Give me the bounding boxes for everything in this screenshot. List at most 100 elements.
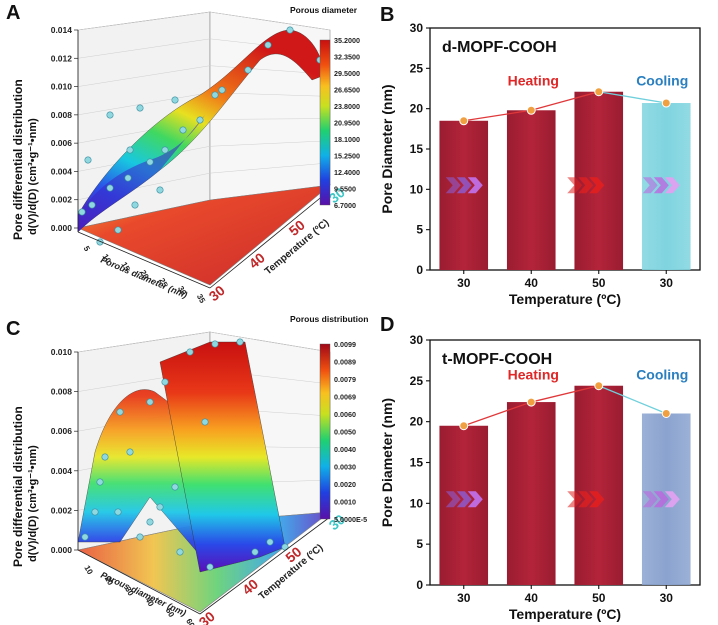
data-point: [594, 87, 604, 97]
data-point: [661, 98, 671, 108]
trend-line-segment: [531, 385, 599, 403]
z-tick-label: 0.012: [51, 53, 73, 63]
colorbar-tick-label: 6.7000: [334, 201, 356, 210]
surface-data-point: [101, 453, 109, 461]
surface-data-point: [106, 184, 114, 192]
data-point: [594, 381, 604, 391]
colorbar-tick-label: 12.4000: [334, 168, 360, 177]
z-tick-label: 0.004: [51, 466, 73, 476]
chevron-arrow-icon: [664, 491, 680, 508]
surface-data-point: [146, 518, 154, 526]
x-tick-label: 30: [660, 276, 674, 290]
colorbar: [319, 343, 331, 520]
chevron-arrow-icon: [445, 491, 461, 508]
colorbar-tick-label: 15.2500: [334, 152, 360, 161]
chevron-arrow-icon: [589, 177, 605, 194]
chevron-arrow-icon: [642, 177, 658, 194]
colorbar-tick-label: 20.9500: [334, 119, 360, 128]
trend-line-segment: [463, 401, 532, 427]
z-tick-label: 0.000: [51, 223, 73, 233]
heating-annotation: Heating: [508, 367, 559, 383]
z-tick-label: 0.008: [51, 387, 73, 397]
colorbar-tick-label: 26.6500: [334, 86, 360, 95]
colorbar-tick-label: 0.0089: [334, 358, 356, 367]
data-point: [459, 421, 469, 431]
surface-data-point: [146, 398, 154, 406]
x-tick-label: 50: [592, 276, 606, 290]
colorbar: [319, 39, 331, 206]
y-axis-label: Pore Diameter (nm): [379, 84, 395, 213]
surface-data-point: [146, 158, 154, 166]
surface-data-point: [186, 348, 194, 356]
surface-data-point: [81, 533, 89, 541]
z-tick-label: 0.010: [51, 82, 73, 92]
chevron-arrow-icon: [578, 177, 594, 194]
surface-data-point: [156, 503, 164, 511]
cooling-annotation: Cooling: [636, 73, 688, 89]
surface-data-point: [264, 41, 272, 49]
colorbar-tick-label: 29.5000: [334, 69, 360, 78]
trend-line-segment: [531, 91, 599, 111]
colorbar-tick-label: 0.0079: [334, 375, 356, 384]
colorbar-tick-label: 0.0030: [334, 463, 356, 472]
colorbar-tick-label: 9.5500: [334, 185, 356, 194]
x-tick-label: 40: [525, 591, 539, 605]
surface-data-point: [176, 548, 184, 556]
colorbar-tick-label: 0.0069: [334, 393, 356, 402]
surface-data-point: [171, 483, 179, 491]
heating-annotation: Heating: [508, 73, 559, 89]
surface-data-point: [171, 96, 179, 104]
panel-label-d: D: [380, 314, 395, 336]
z-tick-label: 0.006: [51, 426, 73, 436]
chevron-arrow-icon: [567, 491, 583, 508]
surface-data-point: [136, 104, 144, 112]
x-tick-label: 35: [195, 293, 208, 306]
x-tick-label: 5: [82, 245, 92, 254]
chevron-arrow-icon: [578, 491, 594, 508]
colorbar-title: Porous distribution: [290, 314, 368, 324]
surface-data-point: [88, 201, 96, 209]
y-tick-label: 30: [410, 333, 424, 347]
grid-line: [77, 11, 211, 31]
x-tick-label: 30: [457, 591, 471, 605]
surface-data-point: [91, 508, 99, 516]
bar: [506, 402, 556, 585]
y-tick-label: 10: [410, 496, 424, 510]
grid-line: [77, 38, 211, 59]
data-point: [526, 397, 536, 407]
z-axis-label-line2: d(V)/d(D) (cm³•g⁻¹•nm): [27, 118, 39, 235]
surface-mesh-front: [78, 115, 205, 232]
surface-chart-a: 0.000 0.002 0.004 0.006 0.008 0.010 0.012 0.014…: [11, 5, 360, 306]
colorbar-tick-label: 0.0060: [334, 410, 356, 419]
y-axis: [209, 189, 331, 289]
bar: [506, 110, 556, 270]
surface-data-point: [286, 26, 294, 34]
x-axis-label: Temperature (ºC): [509, 606, 621, 622]
z-tick-label: 0.006: [51, 138, 73, 148]
grid-line: [209, 11, 331, 31]
surface-data-point: [114, 508, 122, 516]
chevron-arrow-icon: [456, 177, 472, 194]
surface-data-point: [114, 226, 122, 234]
colorbar-tick-label: 0.0050: [334, 428, 356, 437]
y-tick-label: 25: [410, 61, 424, 75]
y-tick-label: 20: [410, 415, 424, 429]
data-point: [661, 409, 671, 418]
surface-data-point: [218, 86, 226, 94]
y-tick-label: 25: [410, 374, 424, 388]
surface-data-point: [236, 338, 244, 346]
colorbar-tick-label: 5.0000E-5: [334, 515, 367, 524]
chevron-arrow-icon: [456, 491, 472, 508]
z-tick-label: 0.002: [51, 505, 73, 515]
z-tick-label: 0.008: [51, 110, 73, 120]
y-tick-label: 30: [206, 282, 228, 304]
surface-data-point: [179, 126, 187, 134]
x-axis-label: Temperature (ºC): [509, 291, 621, 307]
z-tick-label: 0.014: [51, 25, 73, 35]
y-tick-label: 0: [416, 578, 423, 592]
colorbar-tick-label: 0.0010: [334, 498, 356, 507]
surface-data-point: [244, 66, 252, 74]
panel-label-c: C: [6, 318, 21, 340]
surface-data-point: [156, 186, 164, 194]
